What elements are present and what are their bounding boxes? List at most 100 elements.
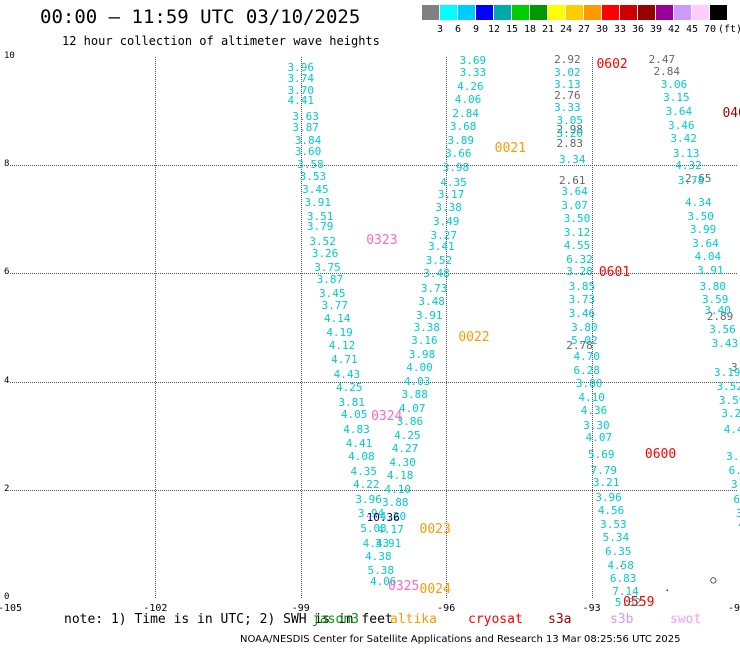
- wave-height-value: 3.53: [600, 517, 627, 531]
- wave-height-value: 4.26: [457, 79, 484, 93]
- wave-height-value: 3.27: [430, 228, 458, 242]
- wave-height-value: 4.43: [333, 368, 361, 382]
- wave-height-value: 3.91: [374, 536, 402, 550]
- wave-height-value: 3.45: [319, 286, 346, 300]
- color-scale-swatch: [530, 5, 547, 20]
- wave-height-value: 3.89: [447, 133, 474, 147]
- wave-height-value: 5.02: [571, 334, 598, 348]
- latitude-gridline: [10, 273, 737, 275]
- wave-height-value: 3.88: [401, 388, 428, 402]
- wave-height-value: 3.75: [314, 260, 341, 274]
- wave-height-value: 4.17: [377, 523, 404, 537]
- wave-height-value: 4.71: [331, 352, 358, 366]
- wave-height-value: 4.38: [365, 550, 392, 564]
- wave-height-value: 3.33: [554, 101, 581, 115]
- pass-time-label: 0602: [596, 57, 628, 73]
- wave-height-value: 2.47: [648, 52, 676, 66]
- wave-height-value: 3.42: [670, 132, 697, 146]
- pass-time-label: 0324: [371, 408, 403, 424]
- wave-height-value: 5.34: [602, 531, 630, 545]
- wave-height-value: 4.35: [350, 465, 378, 479]
- wave-height-value: 3.13: [672, 147, 700, 161]
- color-scale-label: 18: [523, 24, 537, 35]
- wave-height-value: 4.48: [723, 423, 740, 437]
- wave-height-value: 4.18: [386, 469, 414, 483]
- wave-height-value: 3.80: [575, 377, 603, 391]
- wave-height-value: 3.33: [459, 66, 487, 80]
- wave-height-value: 4.30: [389, 455, 416, 469]
- wave-height-value: 2.83: [556, 136, 584, 150]
- wave-height-value: 3.94: [357, 507, 385, 521]
- color-scale-swatch: [512, 5, 529, 20]
- pass-time-label: 0325: [388, 579, 420, 595]
- pass-time-label: 0601: [598, 265, 631, 281]
- wave-height-value: 3.60: [294, 144, 322, 158]
- wave-height-value: 4.32: [675, 159, 702, 173]
- longitude-tick-label: -96: [437, 603, 456, 614]
- latitude-tick-label: 0: [4, 592, 10, 602]
- wave-height-value: 6.24: [733, 492, 740, 506]
- latitude-tick-label: 8: [4, 159, 10, 170]
- wave-height-value: 3.86: [396, 415, 424, 429]
- wave-height-value: 3.51: [306, 209, 334, 223]
- wave-height-value: 3.96: [595, 490, 622, 504]
- wave-height-value: 6.35: [605, 545, 632, 558]
- wave-height-value: 5.69: [588, 447, 615, 461]
- color-scale-unit: (ft): [718, 24, 740, 35]
- latitude-tick-label: 6: [4, 267, 10, 278]
- wave-height-value: 3.80: [571, 320, 598, 334]
- legend-item-cryosat: cryosat: [468, 612, 523, 627]
- wave-height-value: 3.26: [311, 247, 339, 261]
- color-scale-swatch: [674, 5, 691, 20]
- wave-height-value: 3.12: [563, 225, 591, 239]
- wave-height-value: 10.36: [366, 510, 400, 524]
- color-scale-label: 3: [436, 24, 444, 35]
- wave-height-value: 3.79: [306, 220, 334, 234]
- longitude-tick-label: -99: [291, 603, 310, 614]
- wave-height-value: 3.34: [558, 152, 586, 166]
- island-outline: .: [618, 558, 625, 570]
- pass-time-label: 0021: [494, 140, 526, 156]
- wave-height-value: 3.98: [442, 160, 470, 174]
- longitude-gridline: [591, 57, 593, 598]
- wave-height-value: 6.58: [728, 463, 740, 477]
- wave-height-value: 3.45: [302, 182, 329, 196]
- map-subtitle: 12 hour collection of altimeter wave hei…: [62, 34, 380, 48]
- wave-height-value: 3.13: [554, 78, 581, 92]
- wave-height-value: 3.50: [687, 209, 714, 223]
- wave-height-value: 3.64: [561, 185, 588, 199]
- color-scale-swatch: [638, 5, 655, 20]
- page-title: 00:00 – 11:59 UTC 03/10/2025: [40, 6, 361, 28]
- wave-height-value: 4.43: [362, 536, 390, 550]
- wave-height-value: 2.89: [706, 309, 734, 323]
- wave-height-value: 2.78: [566, 339, 593, 353]
- pass-time-label: 0559: [623, 595, 655, 611]
- wave-height-value: 3.40: [704, 304, 731, 318]
- wave-height-value: 3.53: [299, 170, 327, 184]
- longitude-gridline: [155, 57, 157, 598]
- wave-height-value: 5.38: [367, 563, 395, 577]
- wave-height-value: 4.22: [352, 478, 380, 492]
- color-scale-label: 24: [559, 24, 573, 35]
- wave-height-value: 3.50: [563, 212, 591, 226]
- wave-height-value: 3.87: [316, 272, 344, 286]
- color-scale-label: 39: [649, 24, 663, 35]
- wave-height-value: 4.56: [597, 504, 625, 518]
- wave-height-value: 3.30: [583, 418, 610, 432]
- wave-height-value: 4.14: [323, 312, 351, 326]
- wave-height-value: 3.70: [287, 83, 315, 97]
- wave-height-value: 7.79: [590, 463, 617, 477]
- pass-time-label: 0024: [419, 581, 451, 597]
- wave-height-value: 4.41: [345, 436, 373, 450]
- color-scale-swatch: [548, 5, 565, 20]
- wave-height-value: 4.55: [563, 239, 591, 253]
- color-scale-label: 12: [487, 24, 501, 35]
- wave-height-value: 4.20: [379, 509, 407, 523]
- wave-height-value: 3.46: [668, 119, 695, 133]
- wave-height-value: 3.96: [355, 492, 382, 506]
- longitude-tick-label: -105: [0, 603, 23, 614]
- wave-height-value: 3.64: [692, 236, 719, 250]
- longitude-tick-label: -93: [582, 603, 601, 614]
- wave-height-value: 3.69: [459, 54, 487, 68]
- wave-height-value: 2.65: [684, 171, 712, 185]
